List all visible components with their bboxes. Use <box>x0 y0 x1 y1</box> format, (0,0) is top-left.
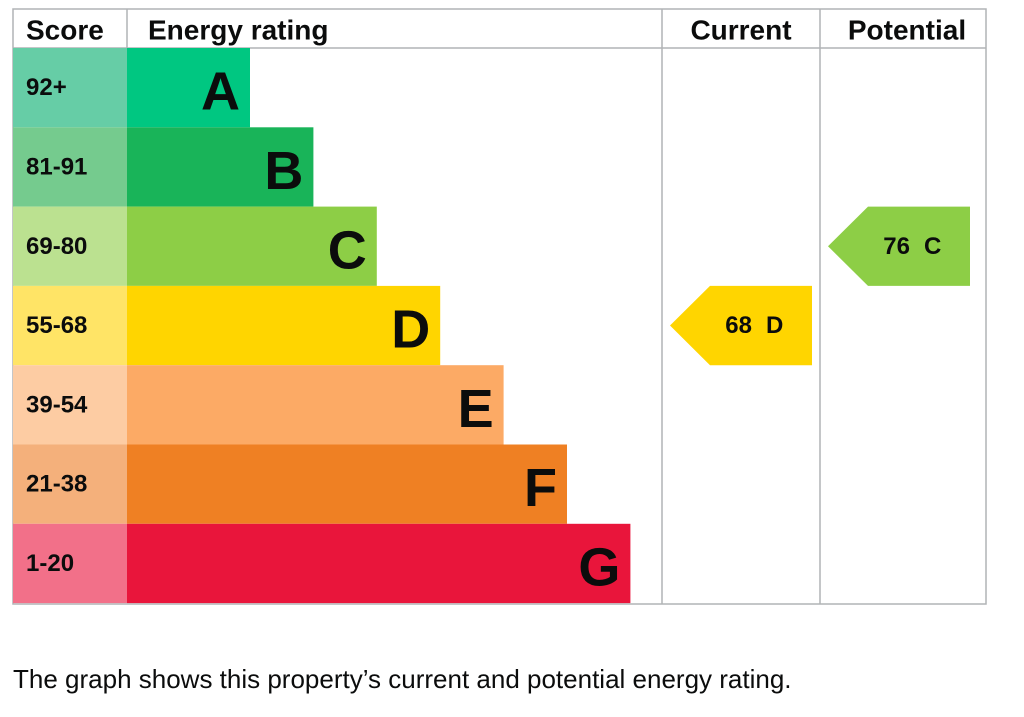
current-score: 68 <box>725 312 752 339</box>
score-label: 92+ <box>26 74 67 101</box>
rating-bar <box>127 444 567 524</box>
rating-bar <box>127 285 441 366</box>
current-rating: D <box>766 312 783 339</box>
rating-letter: G <box>578 537 620 597</box>
header-potential: Potential <box>848 15 966 46</box>
potential-score: 76 <box>883 233 910 260</box>
epc-chart: Score Energy rating Current Potential 92… <box>12 8 987 605</box>
score-label: 69-80 <box>26 233 87 260</box>
score-cell <box>13 523 127 604</box>
rating-bar <box>127 206 377 286</box>
rating-letter: C <box>328 220 367 280</box>
score-label: 21-38 <box>26 471 87 498</box>
score-label: 81-91 <box>26 153 87 180</box>
rating-letter: D <box>391 300 430 360</box>
score-cell <box>13 365 127 445</box>
header-current: Current <box>690 15 791 46</box>
score-cell <box>13 285 127 366</box>
rating-letter: A <box>201 62 240 122</box>
rating-bar <box>127 365 504 445</box>
score-label: 55-68 <box>26 312 87 339</box>
rating-letter: E <box>458 379 494 439</box>
rating-letter: B <box>264 141 303 201</box>
score-cell <box>13 206 127 286</box>
rating-bar <box>127 523 631 604</box>
rating-letter: F <box>524 458 557 518</box>
score-cell <box>13 127 127 207</box>
current-arrow <box>670 285 812 366</box>
rating-bar <box>127 127 314 207</box>
score-label: 39-54 <box>26 391 88 418</box>
score-cell <box>13 444 127 524</box>
potential-rating: C <box>924 233 941 260</box>
rating-bar <box>127 48 250 128</box>
header-rating: Energy rating <box>148 15 328 46</box>
caption: The graph shows this property’s current … <box>13 664 792 694</box>
potential-arrow <box>828 206 970 286</box>
score-label: 1-20 <box>26 550 74 577</box>
score-cell <box>13 48 127 128</box>
header-score: Score <box>26 15 104 46</box>
